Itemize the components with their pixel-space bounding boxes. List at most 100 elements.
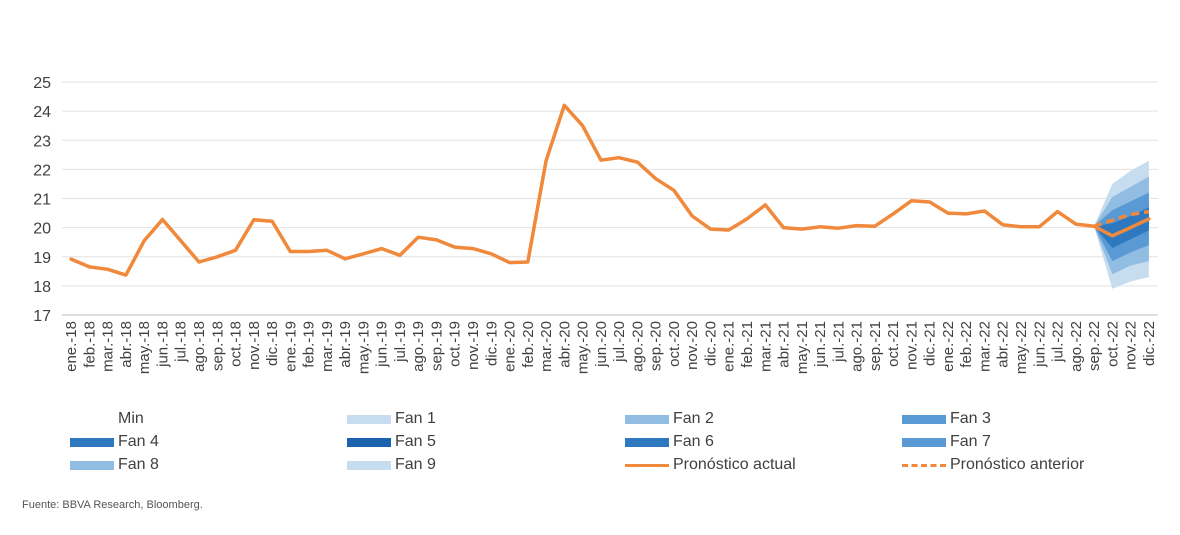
x-tick-label: nov.-22 — [1123, 321, 1140, 370]
x-tick-label: ene.-18 — [63, 321, 80, 372]
x-tick-label: jun.-21 — [812, 321, 829, 368]
x-tick-label: jun.-20 — [593, 321, 610, 368]
legend-label: Fan 6 — [673, 433, 714, 450]
x-tick-label: abr.-19 — [337, 321, 354, 368]
x-tick-label: oct.-21 — [885, 321, 902, 367]
x-tick-label: ene.-22 — [940, 321, 957, 372]
x-tick-label: ago.-20 — [629, 321, 646, 372]
x-tick-label: nov.-20 — [684, 321, 701, 370]
legend-item: Fan 1 — [347, 408, 436, 430]
x-axis-ticks: ene.-18 feb.-18 mar.-18 abr.-18 may.-18 jun.-… — [63, 321, 1158, 374]
fan-chart: 25 24 23 22 21 20 19 18 17 ene.-18 feb.-18 mar.-18… — [33, 75, 1158, 374]
x-tick-label: ago.-19 — [410, 321, 427, 372]
legend-swatch — [625, 463, 669, 467]
y-tick-label: 20 — [33, 221, 51, 238]
x-tick-label: nov.-21 — [903, 321, 920, 370]
legend-label: Pronóstico anterior — [950, 456, 1085, 473]
x-tick-label: may.-20 — [575, 321, 592, 374]
legend-item: Fan 8 — [70, 454, 159, 476]
legend-label: Min — [118, 410, 144, 427]
y-tick-label: 24 — [33, 104, 51, 121]
x-tick-label: abr.-18 — [118, 321, 135, 368]
x-tick-label: mar.-20 — [538, 321, 555, 372]
legend-item: Fan 2 — [625, 408, 714, 430]
x-tick-label: oct.-22 — [1104, 321, 1121, 367]
x-tick-label: jul.-20 — [611, 321, 628, 363]
legend-swatch — [347, 414, 391, 424]
legend-label: Fan 7 — [950, 433, 991, 450]
x-tick-label: sep.-19 — [428, 321, 445, 371]
x-tick-label: sep.-21 — [867, 321, 884, 371]
legend-label: Fan 5 — [395, 433, 436, 450]
series-lines — [69, 103, 1151, 277]
legend-label: Fan 1 — [395, 410, 436, 427]
x-tick-label: abr.-20 — [556, 321, 573, 368]
x-tick-label: nov.-19 — [465, 321, 482, 370]
gridlines — [62, 81, 1158, 316]
legend-item: Fan 6 — [625, 431, 714, 453]
fan-band — [1094, 207, 1149, 249]
legend-swatch — [347, 460, 391, 470]
legend-swatch — [70, 460, 114, 470]
x-tick-label: ago.-21 — [849, 321, 866, 372]
legend-swatch — [70, 437, 114, 447]
x-tick-label: oct.-20 — [666, 321, 683, 367]
legend-item: Min — [70, 408, 144, 430]
x-tick-label: nov.-18 — [246, 321, 263, 370]
x-tick-label: jun.-22 — [1031, 321, 1048, 368]
x-tick-label: feb.-21 — [739, 321, 756, 368]
x-tick-label: mar.-22 — [976, 321, 993, 372]
x-tick-label: sep.-20 — [648, 321, 665, 371]
legend-item: Fan 9 — [347, 454, 436, 476]
x-tick-label: jul.-22 — [1050, 321, 1067, 363]
legend-item: Fan 3 — [902, 408, 991, 430]
x-tick-label: dic.-18 — [264, 321, 281, 366]
x-tick-label: mar.-21 — [757, 321, 774, 372]
legend-swatch — [70, 415, 114, 424]
x-tick-label: feb.-22 — [958, 321, 975, 368]
fan-bands — [1094, 160, 1149, 289]
legend-label: Fan 2 — [673, 410, 714, 427]
source-note: Fuente: BBVA Research, Bloomberg. — [22, 499, 203, 511]
x-tick-label: ene.-21 — [721, 321, 738, 372]
y-tick-label: 19 — [33, 250, 51, 267]
x-tick-label: ene.-20 — [502, 321, 519, 372]
legend-label: Pronóstico actual — [673, 456, 796, 473]
legend-label: Fan 9 — [395, 456, 436, 473]
x-tick-label: may.-19 — [355, 321, 372, 374]
series-line-pronostico-actual — [69, 103, 1151, 277]
x-tick-label: may.-18 — [136, 321, 153, 374]
x-tick-label: mar.-19 — [319, 321, 336, 372]
x-tick-label: feb.-18 — [81, 321, 98, 368]
legend-item: Pronóstico actual — [625, 454, 796, 476]
x-tick-label: feb.-20 — [520, 321, 537, 368]
x-tick-label: dic.-22 — [1141, 321, 1158, 366]
y-tick-label: 18 — [33, 279, 51, 296]
legend-label: Fan 4 — [118, 433, 159, 450]
legend-item: Pronóstico anterior — [902, 454, 1084, 476]
x-tick-label: feb.-19 — [301, 321, 318, 368]
y-tick-label: 23 — [33, 133, 51, 150]
legend-label: Fan 3 — [950, 410, 991, 427]
legend-swatch — [347, 437, 391, 447]
x-tick-label: abr.-22 — [995, 321, 1012, 368]
legend-item: Fan 7 — [902, 431, 991, 453]
y-tick-label: 25 — [33, 75, 51, 92]
x-tick-label: ene.-19 — [282, 321, 299, 372]
x-tick-label: oct.-18 — [228, 321, 245, 367]
x-tick-label: jul.-18 — [173, 321, 190, 363]
legend: Min Fan 1 Fan 2 Fan 3 Fan 4 Fan 5 Fan 6 Fan 7 Fa… — [70, 408, 1180, 478]
legend-swatch — [902, 463, 946, 467]
x-tick-label: dic.-21 — [922, 321, 939, 366]
x-tick-label: may.-22 — [1013, 321, 1030, 374]
x-tick-label: jul.-19 — [392, 321, 409, 363]
legend-swatch — [902, 414, 946, 424]
x-tick-label: jun.-18 — [154, 321, 171, 368]
legend-swatch — [902, 437, 946, 447]
y-tick-label: 22 — [33, 162, 51, 179]
x-tick-label: ago.-18 — [191, 321, 208, 372]
x-tick-label: sep.-18 — [209, 321, 226, 371]
y-tick-label: 17 — [33, 308, 51, 325]
x-tick-label: jul.-21 — [830, 321, 847, 363]
x-tick-label: dic.-20 — [702, 321, 719, 366]
